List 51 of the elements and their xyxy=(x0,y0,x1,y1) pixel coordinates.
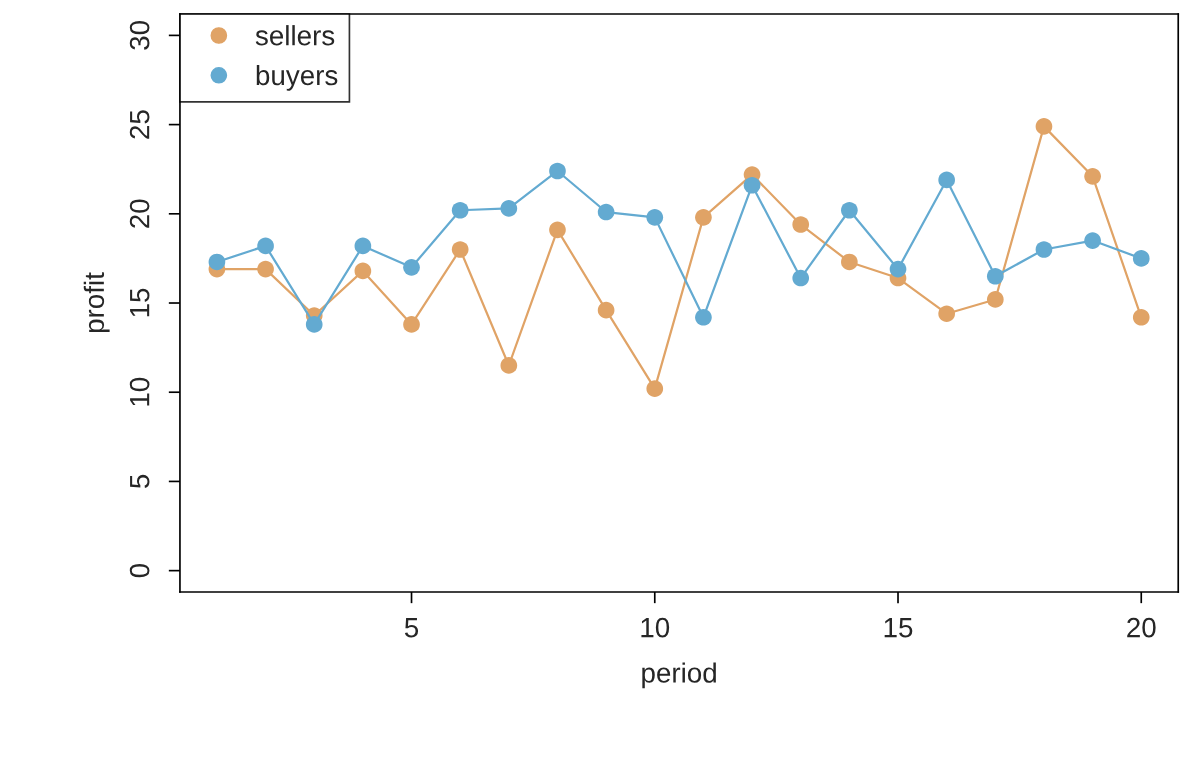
point xyxy=(403,259,420,276)
point xyxy=(1035,118,1053,135)
point xyxy=(257,237,274,255)
point xyxy=(500,357,518,374)
legend-label: sellers xyxy=(255,25,335,46)
y-tick-label: 15 xyxy=(130,288,150,317)
point xyxy=(451,241,469,258)
point xyxy=(695,209,712,226)
point xyxy=(451,201,469,219)
x-tick-label: 20 xyxy=(1127,617,1156,638)
point xyxy=(938,305,955,323)
point xyxy=(841,253,858,271)
y-tick-label: 0 xyxy=(129,563,150,578)
point xyxy=(208,253,226,271)
y-axis-title: profit xyxy=(83,272,110,333)
y-tick-label: 10 xyxy=(129,377,150,406)
point xyxy=(549,162,566,180)
point xyxy=(792,216,810,233)
point xyxy=(743,176,761,194)
point xyxy=(695,308,712,326)
point xyxy=(1035,241,1053,258)
point xyxy=(646,209,664,226)
point xyxy=(1084,232,1101,249)
y-tick-label: 30 xyxy=(129,21,150,50)
point xyxy=(403,316,420,333)
point xyxy=(1132,250,1150,267)
point xyxy=(257,260,274,278)
point xyxy=(938,171,955,189)
point xyxy=(305,316,323,333)
point xyxy=(597,301,615,319)
point xyxy=(597,203,615,221)
y-tick-label: 25 xyxy=(129,110,150,139)
point xyxy=(841,201,858,219)
y-tick-label: 5 xyxy=(130,474,150,489)
point xyxy=(354,237,372,255)
point xyxy=(986,267,1004,285)
y-tick-label: 20 xyxy=(129,199,150,228)
x-tick-label: 5 xyxy=(404,618,419,638)
point xyxy=(889,260,907,278)
point xyxy=(549,221,566,239)
x-tick-label: 15 xyxy=(884,618,913,638)
point xyxy=(500,200,518,217)
point xyxy=(792,269,810,287)
point xyxy=(646,380,664,397)
point xyxy=(354,262,372,280)
point xyxy=(986,291,1004,308)
x-tick-label: 10 xyxy=(641,617,670,638)
legend-label: buyers xyxy=(256,64,338,91)
point xyxy=(1132,308,1150,326)
point xyxy=(1084,168,1101,185)
x-axis-title: period xyxy=(642,662,716,689)
